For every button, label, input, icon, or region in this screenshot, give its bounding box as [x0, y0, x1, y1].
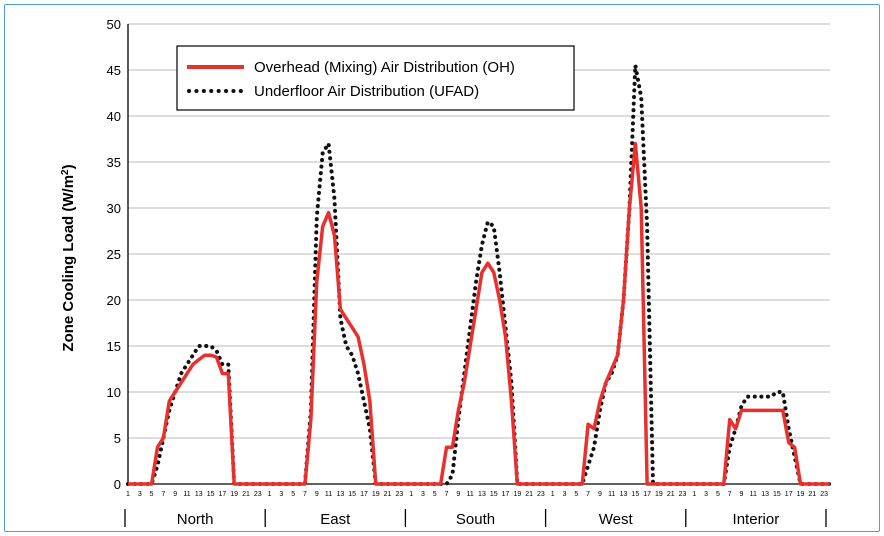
hour-tick-label: 23 — [537, 491, 545, 498]
hour-tick-label: 19 — [655, 491, 663, 498]
y-tick-label: 20 — [107, 293, 121, 308]
y-tick-label: 45 — [107, 63, 121, 78]
hour-tick-label: 11 — [750, 491, 757, 498]
y-tick-label: 10 — [107, 385, 121, 400]
series-line-ufad — [126, 63, 832, 486]
hour-tick-label: 5 — [433, 491, 437, 498]
hour-tick-label: 11 — [608, 491, 615, 498]
hour-tick-label: 19 — [513, 491, 521, 498]
y-axis-label: Zone Cooling Load (W/m2) — [60, 164, 78, 351]
hour-tick-labels: 1 3 5 7 9 11 13 15 17 19 21 23 1 3 5 7 9 11 13 15 17 19 21 23 1 3… — [126, 491, 828, 498]
y-tick-label: 5 — [114, 431, 121, 446]
hour-tick-label: 1 — [126, 491, 130, 498]
hour-tick-label: 5 — [150, 491, 154, 498]
series-line-oh — [128, 141, 830, 486]
hour-tick-label: 3 — [138, 491, 142, 498]
hour-tick-label: 5 — [716, 491, 720, 498]
hour-tick-label: 1 — [268, 491, 272, 498]
hour-tick-label: 19 — [372, 491, 380, 498]
hour-tick-label: 13 — [195, 491, 203, 498]
hour-tick-label: 21 — [808, 491, 816, 498]
hour-tick-label: 5 — [291, 491, 295, 498]
hour-tick-label: 7 — [161, 491, 165, 498]
legend-label-oh: Overhead (Mixing) Air Distribution (OH) — [254, 59, 515, 76]
hour-tick-label: 9 — [315, 491, 319, 498]
hour-tick-label: 9 — [173, 491, 177, 498]
hour-tick-label: 7 — [445, 491, 449, 498]
hour-tick-label: 23 — [679, 491, 687, 498]
hour-tick-label: 13 — [761, 491, 769, 498]
hour-tick-label: 11 — [183, 491, 190, 498]
hour-tick-label: 13 — [478, 491, 486, 498]
zone-label: South — [456, 511, 495, 528]
hour-tick-label: 23 — [395, 491, 403, 498]
hour-tick-label: 15 — [348, 491, 356, 498]
hour-tick-label: 21 — [667, 491, 675, 498]
hour-tick-label: 23 — [254, 491, 262, 498]
zone-label: East — [320, 511, 351, 528]
series — [126, 63, 832, 486]
hour-tick-label: 23 — [820, 491, 828, 498]
hour-tick-label: 17 — [785, 491, 793, 498]
hour-tick-label: 9 — [456, 491, 460, 498]
hour-tick-label: 3 — [563, 491, 567, 498]
y-axis-label-sup: 2 — [60, 169, 71, 175]
y-tick-label: 35 — [107, 155, 121, 170]
y-axis-ticks: 0 5 10 15 20 25 30 35 40 45 50 — [107, 17, 121, 492]
hour-tick-label: 17 — [218, 491, 226, 498]
hour-tick-label: 5 — [574, 491, 578, 498]
hour-tick-label: 3 — [704, 491, 708, 498]
zone-labels: North East South West Interior — [124, 509, 827, 528]
hour-tick-label: 3 — [421, 491, 425, 498]
y-tick-label: 15 — [107, 339, 121, 354]
hour-tick-label: 21 — [384, 491, 392, 498]
y-tick-label: 0 — [114, 477, 121, 492]
hour-tick-label: 9 — [598, 491, 602, 498]
hour-tick-label: 19 — [230, 491, 238, 498]
hour-tick-label: 11 — [325, 491, 332, 498]
zone-label: North — [177, 511, 214, 528]
y-tick-label: 30 — [107, 201, 121, 216]
y-tick-label: 50 — [107, 17, 121, 32]
hour-tick-label: 17 — [643, 491, 651, 498]
hour-tick-label: 17 — [360, 491, 368, 498]
hour-tick-label: 15 — [631, 491, 639, 498]
legend-box — [176, 45, 575, 111]
hour-tick-label: 15 — [773, 491, 781, 498]
hour-tick-label: 7 — [586, 491, 590, 498]
hour-tick-label: 1 — [692, 491, 696, 498]
hour-tick-label: 7 — [303, 491, 307, 498]
hour-tick-label: 21 — [525, 491, 533, 498]
hour-tick-label: 17 — [502, 491, 510, 498]
hour-tick-label: 9 — [740, 491, 744, 498]
y-axis-label-end: ) — [60, 164, 77, 169]
zone-label: West — [599, 511, 634, 528]
hour-tick-label: 1 — [409, 491, 413, 498]
hour-tick-label: 13 — [620, 491, 628, 498]
hour-tick-label: 1 — [551, 491, 555, 498]
hour-tick-label: 11 — [467, 491, 474, 498]
hour-tick-label: 7 — [728, 491, 732, 498]
y-tick-label: 40 — [107, 109, 121, 124]
hour-tick-label: 15 — [490, 491, 498, 498]
y-axis-label-main: Zone Cooling Load (W/m — [60, 175, 77, 352]
chart-frame — [4, 4, 880, 532]
zone-label: Interior — [733, 511, 780, 528]
legend-label-ufad: Underfloor Air Distribution (UFAD) — [254, 83, 479, 100]
hour-tick-label: 19 — [797, 491, 805, 498]
hour-tick-label: 21 — [242, 491, 250, 498]
legend: Overhead (Mixing) Air Distribution (OH) … — [176, 45, 575, 111]
hour-tick-label: 15 — [207, 491, 215, 498]
y-tick-label: 25 — [107, 247, 121, 262]
hour-tick-label: 13 — [336, 491, 344, 498]
hour-tick-label: 3 — [279, 491, 283, 498]
